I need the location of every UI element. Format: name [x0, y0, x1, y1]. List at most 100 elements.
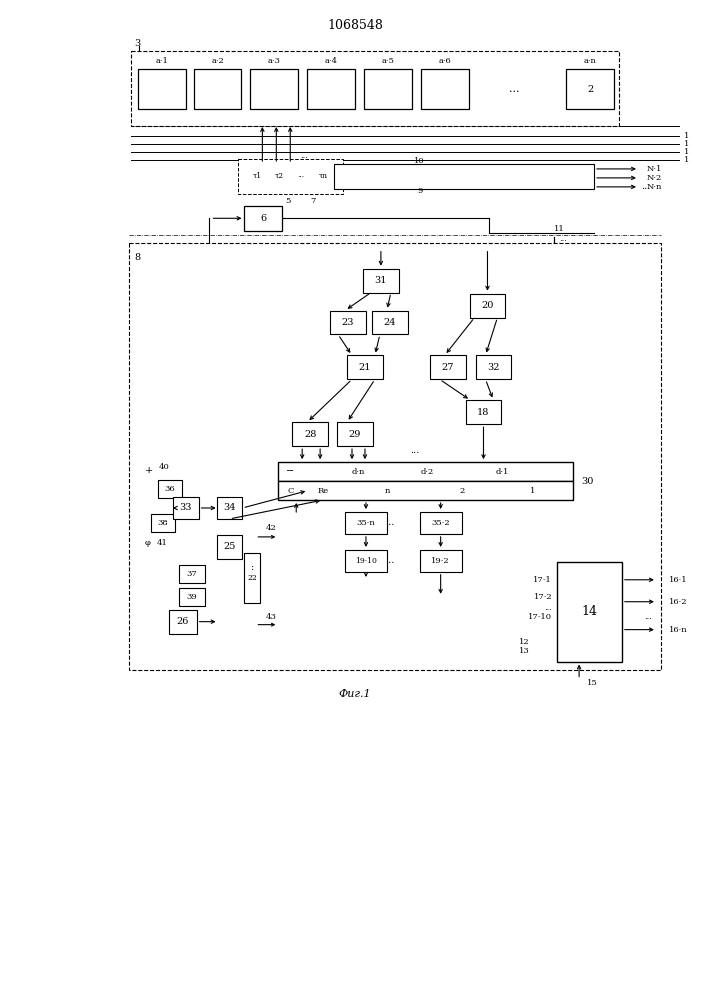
Text: 6: 6: [260, 214, 267, 223]
Text: τ1: τ1: [253, 171, 262, 179]
Text: 1: 1: [684, 156, 689, 164]
Text: 9: 9: [417, 187, 422, 195]
Text: 22: 22: [247, 574, 257, 582]
Text: 42: 42: [265, 524, 276, 532]
Text: ...: ...: [298, 171, 305, 179]
Text: N·n: N·n: [647, 183, 662, 191]
Text: 1: 1: [684, 140, 689, 148]
Text: 16·2: 16·2: [669, 598, 687, 606]
Text: 37: 37: [186, 570, 197, 578]
Text: C: C: [287, 487, 293, 495]
Text: ...: ...: [544, 604, 552, 612]
Text: a·1: a·1: [156, 57, 168, 65]
Text: ...: ...: [385, 518, 395, 527]
Text: 18: 18: [477, 408, 490, 417]
Text: 1: 1: [684, 132, 689, 140]
Text: 17·1: 17·1: [534, 576, 552, 584]
Text: 21: 21: [358, 363, 371, 372]
Bar: [364, 69, 411, 109]
Bar: [334, 164, 594, 189]
Text: 27: 27: [441, 363, 454, 372]
Bar: [173, 497, 199, 519]
Text: 35·2: 35·2: [431, 519, 450, 527]
Text: τ2: τ2: [275, 171, 284, 179]
Text: 19·10: 19·10: [355, 557, 377, 565]
Text: 32: 32: [487, 363, 500, 372]
Text: 24: 24: [384, 318, 396, 327]
Text: 17·10: 17·10: [528, 613, 552, 621]
Text: d·n: d·n: [351, 468, 365, 476]
Text: Re: Re: [317, 487, 329, 495]
Bar: [129, 243, 661, 670]
Text: 40: 40: [159, 463, 170, 471]
Bar: [179, 588, 204, 606]
Text: d·1: d·1: [496, 468, 509, 476]
Text: τn: τn: [319, 171, 327, 179]
Text: ...: ...: [641, 182, 650, 191]
Text: ...: ...: [559, 235, 567, 243]
Bar: [194, 69, 242, 109]
Text: N·2: N·2: [647, 174, 662, 182]
Text: 1: 1: [530, 487, 535, 495]
Text: a·5: a·5: [382, 57, 395, 65]
Text: 8: 8: [135, 253, 141, 262]
Text: 2: 2: [460, 487, 465, 495]
Text: 38: 38: [158, 519, 168, 527]
Bar: [250, 69, 298, 109]
Text: N·1: N·1: [647, 165, 662, 173]
Bar: [469, 294, 506, 318]
Bar: [158, 480, 182, 498]
Bar: [216, 535, 243, 559]
Text: a·4: a·4: [325, 57, 337, 65]
Text: 39: 39: [186, 593, 197, 601]
Text: 30: 30: [581, 477, 593, 486]
Text: a·6: a·6: [438, 57, 451, 65]
Bar: [245, 553, 260, 603]
Bar: [307, 69, 355, 109]
Text: 10: 10: [414, 157, 425, 165]
Bar: [566, 69, 614, 109]
Text: 23: 23: [341, 318, 354, 327]
Bar: [476, 355, 511, 379]
Text: ...: ...: [410, 446, 419, 455]
Bar: [247, 164, 334, 187]
Text: d·2: d·2: [421, 468, 434, 476]
Text: 13: 13: [518, 647, 530, 655]
Bar: [131, 51, 619, 126]
Text: 35·n: 35·n: [356, 519, 375, 527]
Bar: [216, 497, 243, 519]
Text: 19·2: 19·2: [431, 557, 450, 565]
Bar: [421, 69, 469, 109]
Bar: [138, 69, 186, 109]
Bar: [430, 355, 465, 379]
Bar: [363, 269, 399, 293]
Text: 11: 11: [554, 225, 565, 233]
Bar: [279, 481, 573, 500]
Text: 25: 25: [223, 542, 235, 551]
Text: 1068548: 1068548: [327, 19, 383, 32]
Bar: [557, 562, 622, 662]
Bar: [179, 565, 204, 583]
Text: 16·1: 16·1: [669, 576, 687, 584]
Text: 29: 29: [349, 430, 361, 439]
Bar: [345, 550, 387, 572]
Text: 5: 5: [285, 197, 291, 205]
Text: ...: ...: [300, 152, 308, 160]
Text: 2: 2: [587, 85, 593, 94]
Text: 1: 1: [684, 148, 689, 156]
Bar: [330, 311, 366, 334]
Text: 36: 36: [165, 485, 175, 493]
Text: a·3: a·3: [268, 57, 281, 65]
Bar: [337, 422, 373, 446]
Text: −: −: [286, 467, 294, 476]
Bar: [347, 355, 383, 379]
Text: 15: 15: [587, 679, 598, 687]
Text: a·n: a·n: [584, 57, 597, 65]
Bar: [420, 550, 462, 572]
Text: 33: 33: [180, 503, 192, 512]
Bar: [169, 610, 197, 634]
Text: a·2: a·2: [211, 57, 224, 65]
Text: Фиг.1: Фиг.1: [339, 689, 371, 699]
Bar: [420, 512, 462, 534]
Bar: [238, 159, 343, 194]
